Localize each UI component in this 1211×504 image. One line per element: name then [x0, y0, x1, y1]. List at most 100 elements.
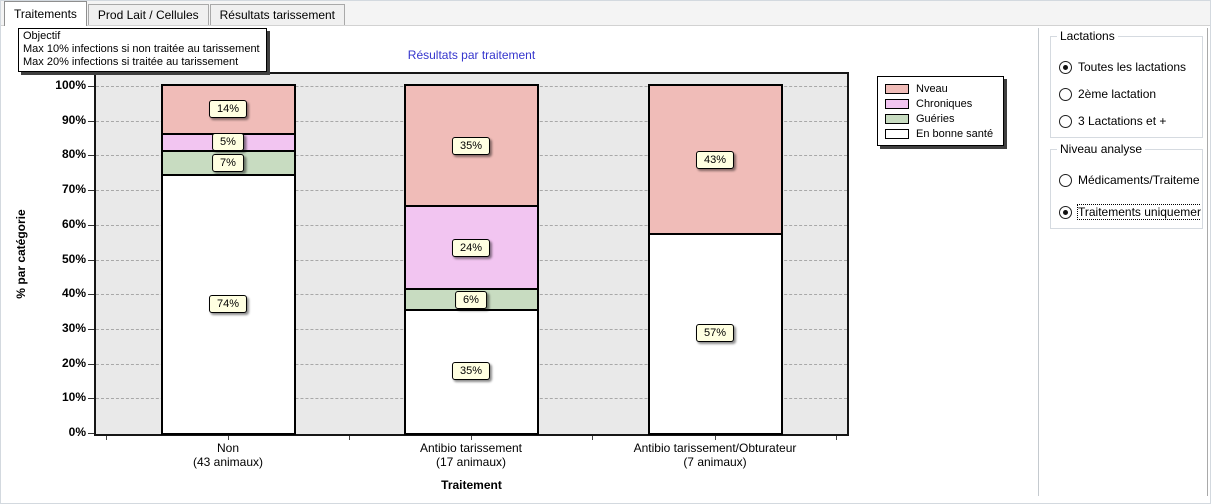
bar-value-label: 57%	[695, 324, 735, 343]
radio-label: Traitements uniquemer	[1077, 204, 1201, 220]
legend-swatch	[885, 128, 909, 139]
category-name: Non	[216, 441, 239, 455]
x-tick	[349, 436, 350, 440]
radio-label: Toutes les lactations	[1078, 60, 1187, 74]
legend-label: Chroniques	[916, 97, 973, 110]
category-count: (43 animaux)	[192, 455, 264, 469]
right-panel: Lactations Toutes les lactations 2ème lact…	[1039, 28, 1207, 498]
bar-value-label: 14%	[208, 100, 248, 119]
y-tick-label: 40%	[61, 286, 86, 301]
y-axis-label: % par catégorie	[14, 209, 28, 299]
bar-value-label: 5%	[212, 133, 244, 152]
radio-option-2-me-lactation[interactable]: 2ème lactation	[1059, 86, 1201, 102]
y-tick-label: 60%	[61, 216, 86, 231]
legend: Nveau Chroniques Guéries En bonne santé	[877, 76, 1005, 146]
category-label: Antibio tarissement/Obturateur (7 animaux…	[585, 441, 845, 469]
category-name: Antibio tarissement	[419, 441, 523, 455]
radio-option-3-lactations-et[interactable]: 3 Lactations et +	[1059, 113, 1201, 129]
y-tick-label: 70%	[61, 182, 86, 197]
y-tick	[88, 328, 94, 330]
groupbox-niveau-analyse: Niveau analyse Médicaments/Traiteme Traite…	[1050, 142, 1203, 229]
y-tick-label: 90%	[61, 112, 86, 127]
category-label: Antibio tarissement (17 animaux)	[341, 441, 601, 469]
bar-value-label: 35%	[451, 136, 491, 155]
y-tick	[88, 363, 94, 365]
radio-option-toutes-les-lactations[interactable]: Toutes les lactations	[1059, 59, 1201, 75]
bar-value-label: 74%	[208, 294, 248, 313]
x-tick	[592, 436, 593, 440]
y-tick-label: 80%	[61, 147, 86, 162]
bar-antibio-tarissement-obturateur: 43% 57%	[647, 84, 783, 435]
y-tick	[88, 259, 94, 261]
bar-value-label: 24%	[451, 239, 491, 258]
y-tick	[88, 398, 94, 400]
legend-row-chroniques: Chroniques	[885, 96, 993, 111]
radio-unselected-icon[interactable]	[1059, 114, 1072, 128]
category-label: Non (43 animaux)	[98, 441, 358, 469]
y-tick	[88, 86, 94, 87]
objective-tooltip: Objectif Max 10% infections si non traité…	[18, 28, 267, 72]
x-tick	[471, 436, 472, 440]
tab-label: Traitements	[14, 7, 77, 21]
tooltip-line: Max 20% infections si traitée au tarisse…	[23, 56, 239, 68]
legend-label: En bonne santé	[916, 127, 994, 140]
radio-option-m-dicaments-traiteme[interactable]: Médicaments/Traiteme	[1059, 172, 1201, 188]
category-count: (17 animaux)	[435, 455, 507, 469]
groupbox-lactations: Lactations Toutes les lactations 2ème lact…	[1050, 29, 1203, 138]
radio-label: 3 Lactations et +	[1078, 114, 1167, 128]
x-tick	[106, 436, 107, 440]
legend-row-gu-ries: Guéries	[885, 111, 993, 126]
bar-value-label: 7%	[212, 154, 244, 173]
bar-value-label: 35%	[451, 362, 491, 381]
radio-unselected-icon[interactable]	[1059, 173, 1072, 187]
tab-bar: Traitements Prod Lait / Cellules Résultats…	[1, 1, 1210, 26]
y-tick	[88, 294, 94, 296]
bar-non: 14% 5% 7% 74%	[160, 84, 296, 435]
bar-antibio-tarissement: 35% 24% 6% 35%	[403, 84, 539, 435]
category-name: Antibio tarissement/Obturateur	[633, 441, 797, 455]
tab-r-sultats-tarissement[interactable]: Résultats tarissement	[209, 4, 346, 25]
y-tick	[88, 224, 94, 226]
radio-selected-icon[interactable]	[1059, 205, 1072, 219]
x-tick	[228, 436, 229, 440]
plot-area: 14% 5% 7% 74% 35% 24% 6% 35% 43% 57%	[94, 72, 849, 436]
y-tick-label: 100%	[55, 78, 86, 92]
legend-label: Guéries	[916, 112, 955, 125]
legend-label: Nveau	[916, 82, 948, 95]
tab-traitements[interactable]: Traitements	[4, 1, 87, 26]
legend-swatch	[885, 98, 909, 109]
y-tick	[88, 120, 94, 122]
radio-dot	[1063, 209, 1068, 215]
y-tick-label: 20%	[61, 355, 86, 370]
bar-value-label: 6%	[455, 291, 487, 310]
tab-label: Résultats tarissement	[219, 8, 336, 22]
tooltip-line: Max 10% infections si non traitée au tar…	[23, 43, 260, 55]
panel-right-border	[1207, 28, 1208, 496]
panel-separator	[1038, 28, 1039, 496]
groupbox-title: Lactations	[1057, 29, 1118, 43]
chart-region: Résultats par traitement 14% 5% 7% 74% 35% 24…	[1, 1, 1038, 503]
y-tick-label: 0%	[68, 425, 86, 439]
radio-dot	[1063, 64, 1068, 70]
y-tick	[88, 433, 94, 434]
y-tick-label: 30%	[61, 320, 86, 335]
y-tick-label: 50%	[61, 251, 86, 266]
radio-label: 2ème lactation	[1078, 87, 1157, 101]
legend-row-en-bonne-sant: En bonne santé	[885, 126, 993, 141]
radio-selected-icon[interactable]	[1059, 60, 1072, 74]
legend-swatch	[885, 113, 909, 124]
tab-prod-lait-cellules[interactable]: Prod Lait / Cellules	[87, 4, 209, 25]
chart-title: Résultats par traitement	[407, 48, 536, 62]
tooltip-line: Objectif	[23, 30, 61, 42]
legend-row-nveau: Nveau	[885, 81, 993, 96]
radio-option-traitements-uniquemer[interactable]: Traitements uniquemer	[1059, 204, 1201, 220]
radio-unselected-icon[interactable]	[1059, 87, 1072, 101]
bar-value-label: 43%	[695, 150, 735, 169]
legend-swatch	[885, 83, 909, 94]
category-count: (7 animaux)	[683, 455, 747, 469]
y-tick-label: 10%	[61, 390, 86, 405]
x-tick	[836, 436, 837, 440]
groupbox-title: Niveau analyse	[1057, 142, 1146, 156]
radio-label: Médicaments/Traiteme	[1078, 173, 1200, 187]
